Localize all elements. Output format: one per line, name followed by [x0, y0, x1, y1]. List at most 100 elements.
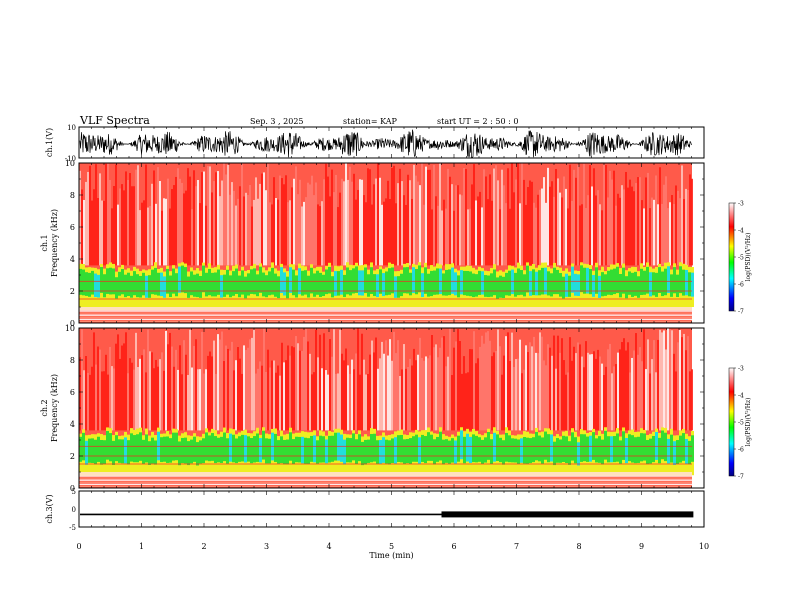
ch2-spectrogram-streak — [563, 360, 565, 431]
ch1-spectrogram-band-green — [535, 271, 538, 296]
ch1-spectrogram-streak — [319, 206, 321, 266]
ch2-spectrogram-streak — [545, 365, 547, 431]
ch1-spectrogram-band-green — [481, 271, 484, 295]
ch2-spectrogram-streak — [251, 337, 253, 431]
ch1-spectrogram-band-green — [367, 274, 370, 297]
ch2-spectrogram-band-green — [559, 439, 562, 463]
ch1-spectrogram-band-green — [547, 271, 550, 296]
ch1-spectrogram-streak — [651, 197, 653, 266]
ch2-spectrogram-band-green — [88, 438, 91, 463]
ch2-spectrogram-streak — [317, 357, 319, 431]
ch2-spectrogram-band-green — [490, 439, 493, 465]
ch2-spectrogram-band-green — [451, 438, 454, 463]
ch2-spectrogram-band-green — [619, 440, 622, 464]
ch1-spectrogram-streak — [389, 198, 391, 266]
ch2-spectrogram-streak — [607, 349, 609, 431]
ch2-spectrogram-band-green — [418, 437, 421, 464]
ch1-spectrogram-streak — [295, 166, 297, 266]
ch1-spectrogram-streak — [405, 204, 407, 266]
ch1-spectrogram-group — [79, 163, 694, 323]
ch1-spectrogram-streak — [377, 163, 379, 266]
ch1-spectrogram-streak — [193, 170, 195, 266]
ch1-spectrogram-streak — [119, 188, 121, 266]
ch1-spectrogram-streak — [587, 195, 589, 266]
ch1-spectrogram-band-green — [607, 270, 610, 295]
x-tick-label: 0 — [76, 542, 81, 551]
ch2-spectrogram-band-green — [403, 439, 406, 464]
ch1-spectrogram-band-green — [598, 275, 601, 298]
ch1-spectrogram-band-green — [460, 270, 463, 295]
ch1-spectrogram-streak — [225, 174, 227, 266]
ch2-spectrogram-band-green — [661, 430, 664, 460]
ch1-spectrogram-streak — [257, 198, 259, 266]
ch1-spectrogram-streak — [413, 164, 415, 266]
ch2-spectrogram-streak — [395, 353, 397, 431]
ch2-spectrogram-streak — [207, 355, 209, 431]
ch1-spectrogram-band-green — [646, 266, 649, 294]
ch1-spectrogram-band-green — [685, 269, 688, 296]
ch2-spectrogram-streak — [479, 346, 481, 431]
ch2-spectrogram-streak — [689, 371, 691, 431]
ch1-spectrogram-band-green — [256, 274, 259, 297]
ch2-spectrogram-band-green — [319, 435, 322, 463]
ch1-spectrogram-band-green — [232, 271, 235, 296]
ch1-spectrogram-band-green — [679, 266, 682, 294]
ch1-spectrogram-band-green — [304, 270, 307, 295]
ch1-spectrogram-band-green — [223, 274, 226, 297]
ch1-spectrogram-streak — [287, 202, 289, 266]
ch1-spectrogram-streak — [85, 181, 87, 266]
ch1-spectrogram-streak — [471, 184, 473, 266]
ch2-spectrogram-streak — [171, 346, 173, 431]
ch1-spectrogram-streak — [359, 179, 361, 266]
ch2-spectrogram-streak — [579, 344, 581, 431]
ch1-spectrogram-streak — [201, 172, 203, 266]
ch2-spectrogram-streak — [397, 340, 399, 431]
ch2-spectrogram-streak — [273, 360, 275, 431]
ch1-spectrogram-band-green — [301, 270, 304, 296]
ch1-spectrogram-streak — [385, 198, 387, 266]
ch1-waveform-line — [79, 129, 692, 158]
ch2-spectrogram-band-green — [253, 436, 256, 463]
ch2-spectrogram-group — [79, 328, 694, 488]
ch1-spectrogram-streak — [431, 209, 433, 266]
ch1-spectrogram-streak — [563, 176, 565, 266]
ch2-spectrogram-band-green — [226, 438, 229, 464]
ch1-spectrogram-streak — [187, 168, 189, 266]
ch2-spectrogram-streak — [513, 367, 515, 431]
ch1-spectrogram-streak — [519, 203, 521, 266]
ch1-spectrogram-streak — [577, 164, 579, 266]
ch2-spectrogram-streak — [481, 335, 483, 431]
ch1-spectrogram-streak — [623, 189, 625, 266]
ch3-band-segment — [441, 511, 694, 518]
ch2-spectrogram-streak — [587, 352, 589, 431]
ch1-spectrogram-streak — [645, 177, 647, 266]
ch1-spectrogram-band-green — [133, 271, 136, 296]
ch1-spectrogram-streak — [253, 199, 255, 266]
ch1-spectrogram-streak — [381, 204, 383, 266]
ch1-spectrogram-band-green — [214, 272, 217, 297]
ch1-colorbar-tick-label: -3 — [738, 201, 744, 208]
ch2-colorbar-bar — [728, 367, 735, 477]
ch2-spectrogram-streak — [599, 356, 601, 431]
ch1-spectrogram-streak — [185, 190, 187, 266]
ch2-spectrogram-band-green — [637, 436, 640, 463]
ch1-spectrogram-streak — [353, 173, 355, 266]
ch2-spectrogram-band-green — [658, 437, 661, 464]
ch2-spectrogram-streak — [639, 347, 641, 431]
ch2-spectrogram-band-green — [553, 441, 556, 466]
ch2-spectrogram-band-green — [610, 436, 613, 463]
ch2-spectrogram-band-green — [163, 436, 166, 462]
ch1-spectrogram-streak — [271, 204, 273, 266]
ch1-spectrogram-streak — [301, 206, 303, 266]
ch2-spectrogram-streak — [291, 346, 293, 431]
ch2-spectrogram-streak — [181, 374, 183, 431]
ch1-spectrogram-band-green — [346, 267, 349, 295]
ch2-spectrogram-streak — [341, 353, 343, 431]
ch2-spectrogram-streak — [189, 329, 191, 431]
ch2-spectrogram-streak — [519, 339, 521, 431]
ch1-spectrogram-streak — [155, 203, 157, 266]
ch1-spectrogram-streak — [559, 192, 561, 266]
ch1-spectrogram-band-green — [649, 272, 652, 297]
ch1-spectrogram-band-green — [331, 276, 334, 298]
ch1-spectrogram-band-green — [580, 265, 583, 293]
